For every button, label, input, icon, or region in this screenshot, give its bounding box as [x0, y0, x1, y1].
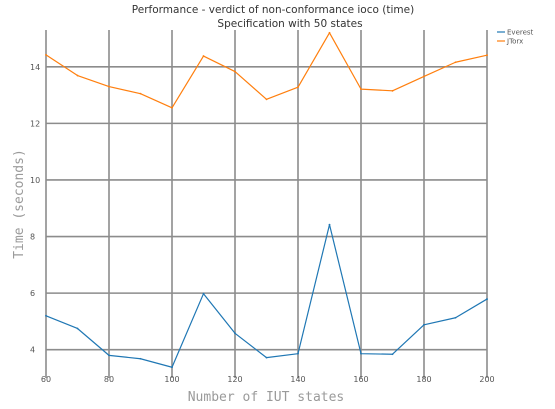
- y-tick-4: 4: [30, 346, 35, 355]
- data-point-everest-90: [139, 357, 142, 360]
- data-point-everest-160: [360, 352, 362, 355]
- data-point-everest-60: [45, 314, 47, 317]
- y-tick-8: 8: [30, 233, 35, 242]
- data-point-jtorx-150: [328, 31, 331, 34]
- data-point-everest-110: [202, 292, 205, 295]
- x-tick-120: 120: [227, 375, 242, 384]
- data-point-everest-70: [76, 327, 79, 330]
- data-point-jtorx-100: [171, 106, 173, 109]
- x-tick-60: 60: [41, 375, 51, 384]
- data-point-jtorx-170: [391, 89, 394, 92]
- y-tick-14: 14: [30, 63, 40, 72]
- y-tick-6: 6: [30, 289, 35, 298]
- data-point-everest-100: [171, 366, 173, 369]
- data-point-everest-130: [265, 356, 268, 359]
- data-point-jtorx-110: [202, 55, 205, 57]
- legend-label-jtorx: JTorx: [506, 38, 523, 46]
- chart-title: Performance - verdict of non-conformance…: [132, 4, 414, 16]
- x-tick-80: 80: [104, 375, 114, 384]
- series-line-everest: [45, 224, 488, 368]
- grid: [45, 30, 488, 378]
- data-point-jtorx-190: [454, 61, 457, 64]
- data-point-everest-80: [108, 354, 110, 357]
- data-point-everest-170: [391, 353, 394, 356]
- data-point-everest-200: [486, 298, 488, 300]
- data-point-jtorx-160: [360, 88, 362, 91]
- chart-subtitle: Specification with 50 states: [217, 18, 362, 30]
- x-tick-160: 160: [353, 375, 368, 384]
- data-point-jtorx-60: [45, 53, 47, 56]
- tick-labels: 60 80 100 120 140 160 180 200 4 6 8 10 12 14: [30, 63, 495, 384]
- x-axis-label: Number of IUT states: [188, 390, 345, 405]
- data-point-everest-120: [234, 332, 236, 335]
- data-point-jtorx-80: [108, 85, 110, 88]
- data-point-everest-150: [328, 223, 331, 226]
- data-point-jtorx-140: [297, 86, 299, 89]
- y-tick-10: 10: [30, 176, 40, 185]
- x-tick-180: 180: [416, 375, 431, 384]
- data-point-jtorx-70: [76, 74, 79, 77]
- x-tick-200: 200: [479, 375, 494, 384]
- y-tick-12: 12: [30, 119, 40, 128]
- legend-label-everest: Everest: [507, 29, 534, 37]
- data-point-everest-140: [297, 352, 299, 355]
- data-point-jtorx-90: [139, 92, 142, 95]
- series-lines: [45, 31, 488, 369]
- series-line-jtorx: [45, 32, 488, 109]
- data-point-jtorx-200: [486, 54, 488, 57]
- x-tick-100: 100: [164, 375, 179, 384]
- data-point-jtorx-130: [265, 98, 268, 101]
- data-point-jtorx-180: [423, 75, 425, 78]
- data-point-everest-190: [454, 316, 457, 319]
- data-point-jtorx-120: [234, 70, 236, 73]
- data-point-everest-180: [423, 323, 425, 326]
- x-tick-140: 140: [290, 375, 305, 384]
- y-axis-label: Time (seconds): [12, 149, 27, 259]
